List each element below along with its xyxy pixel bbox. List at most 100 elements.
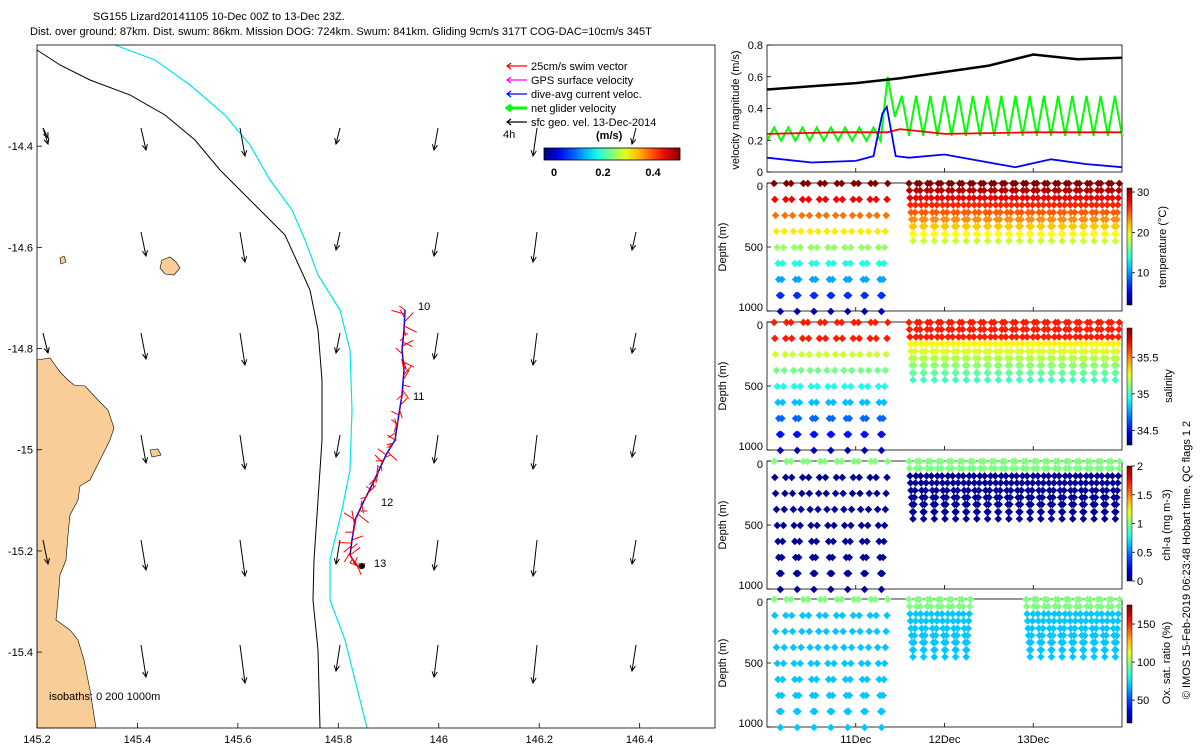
profile-sample-marker: ◆ [828, 568, 836, 579]
profile-sample-marker: ◆ [1056, 346, 1064, 357]
profile-sample-marker: ◆ [793, 568, 801, 579]
profile-sample-marker: ◆ [812, 274, 820, 285]
glider-final-position [359, 563, 365, 569]
profile-sample-marker: ◆ [913, 185, 921, 196]
profile-sample-marker: ◆ [912, 470, 920, 481]
profile-sample-marker: ◆ [1019, 185, 1027, 196]
profile-sample-marker: ◆ [909, 236, 917, 247]
profile-sample-marker: ◆ [972, 214, 980, 225]
profile-sample-marker: ◆ [921, 353, 929, 364]
profile-sample-marker: ◆ [1008, 463, 1016, 474]
profile-sample-marker: ◆ [860, 429, 868, 440]
profile-sample-marker: ◆ [845, 413, 853, 424]
profile-sample-marker: ◆ [1003, 492, 1011, 503]
profile-sample-marker: ◆ [1104, 470, 1112, 481]
profile-sample-marker: ◆ [923, 331, 931, 342]
profile-sample-marker: ◆ [1048, 228, 1056, 239]
profile-sample-marker: ◆ [918, 492, 926, 503]
profile-sample-marker: ◆ [841, 242, 849, 253]
profile-sample-marker: ◆ [780, 242, 788, 253]
profile-sample-marker: ◆ [931, 506, 939, 517]
swim-vector [396, 394, 403, 401]
swim-vector [365, 486, 371, 490]
profile-sample-marker: ◆ [983, 221, 991, 232]
profile-sample-marker: ◆ [975, 353, 983, 364]
profile-sample-marker: ◆ [845, 429, 853, 440]
swim-vector [376, 464, 381, 469]
swim-vector [349, 558, 353, 564]
profile-sample-marker: ◆ [1050, 346, 1058, 357]
profile-sample-marker: ◆ [990, 317, 998, 328]
profile-sample-marker: ◆ [832, 333, 840, 344]
profile-sample-marker: ◆ [928, 200, 936, 211]
profile-sample-marker: ◆ [855, 472, 863, 483]
profile-sample-marker: ◆ [1014, 207, 1022, 218]
profile-sample-marker: ◆ [1056, 616, 1064, 627]
profile-sample-marker: ◆ [1048, 506, 1056, 517]
profile-sample-marker: ◆ [941, 652, 949, 663]
profile-sample-marker: ◆ [813, 674, 821, 685]
profile-sample-marker: ◆ [1099, 485, 1107, 496]
profile-sample-marker: ◆ [929, 353, 937, 364]
profile-sample-marker: ◆ [824, 381, 832, 392]
profile-sample-marker: ◆ [1113, 485, 1121, 496]
profile-sample-marker: ◆ [815, 488, 823, 499]
profile-sample-marker: ◆ [921, 221, 929, 232]
profile-sample-marker: ◆ [1004, 228, 1012, 239]
profile-sample-marker: ◆ [809, 552, 817, 563]
profile-sample-marker: ◆ [1056, 485, 1064, 496]
profile-sample-marker: ◆ [822, 333, 830, 344]
profile-sample-marker: ◆ [930, 228, 938, 239]
profile-sample-marker: ◆ [930, 236, 938, 247]
profile-sample-marker: ◆ [1102, 214, 1110, 225]
profile-sample-marker: ◆ [1049, 214, 1057, 225]
profile-sample-marker: ◆ [771, 472, 779, 483]
profile-sample-marker: ◆ [1093, 616, 1101, 627]
profile-sample-marker: ◆ [910, 360, 918, 371]
profile-sample-marker: ◆ [1026, 514, 1034, 525]
colorbar-tick-label: 35 [1137, 389, 1149, 401]
profile-sample-marker: ◆ [927, 192, 935, 203]
profile-sample-marker: ◆ [984, 506, 992, 517]
profile-sample-marker: ◆ [952, 644, 960, 655]
profile-sample-marker: ◆ [770, 317, 778, 328]
profile-sample-marker: ◆ [814, 642, 822, 653]
profile-sample-marker: ◆ [805, 610, 813, 621]
profile-sample-marker: ◆ [863, 674, 871, 685]
profile-sample-marker: ◆ [971, 339, 979, 350]
profile-sample-marker: ◆ [1113, 207, 1121, 218]
profile-sample-marker: ◆ [1070, 630, 1078, 641]
profile-sample-marker: ◆ [973, 228, 981, 239]
profile-sample-marker: ◆ [822, 610, 830, 621]
swim-vector [400, 392, 404, 401]
profile-sample-marker: ◆ [1023, 192, 1031, 203]
profile-sample-marker: ◆ [1052, 317, 1060, 328]
profile-sample-marker: ◆ [1068, 637, 1076, 648]
profile-sample-marker: ◆ [943, 214, 951, 225]
profile-sample-marker: ◆ [832, 210, 840, 221]
profile-sample-marker: ◆ [772, 210, 780, 221]
profile-sample-marker: ◆ [1052, 594, 1060, 605]
profile-sample-marker: ◆ [1087, 192, 1095, 203]
profile-sample-marker: ◆ [1027, 367, 1035, 378]
profile-sample-marker: ◆ [991, 192, 999, 203]
profile-sample-marker: ◆ [1104, 331, 1112, 342]
profile-sample-marker: ◆ [1012, 185, 1020, 196]
profile-sample-marker: ◆ [953, 221, 961, 232]
time-step-label: 4h [503, 129, 515, 141]
profile-sample-marker: ◆ [945, 185, 953, 196]
profile-sample-marker: ◆ [945, 456, 953, 467]
profile-sample-marker: ◆ [909, 652, 917, 663]
profile-sample-marker: ◆ [1069, 367, 1077, 378]
profile-sample-marker: ◆ [877, 706, 885, 717]
profile-sample-marker: ◆ [1091, 644, 1099, 655]
profile-sample-marker: ◆ [943, 630, 951, 641]
swim-vector [343, 545, 352, 553]
profile-sample-marker: ◆ [798, 210, 806, 221]
profile-sample-marker: ◆ [1084, 178, 1092, 189]
profile-sample-marker: ◆ [945, 463, 953, 474]
profile-sample-marker: ◆ [858, 536, 866, 547]
profile-sample-marker: ◆ [1091, 360, 1099, 371]
profile-sample-marker: ◆ [1109, 339, 1117, 350]
legend-swatch-arrowhead [506, 62, 512, 70]
